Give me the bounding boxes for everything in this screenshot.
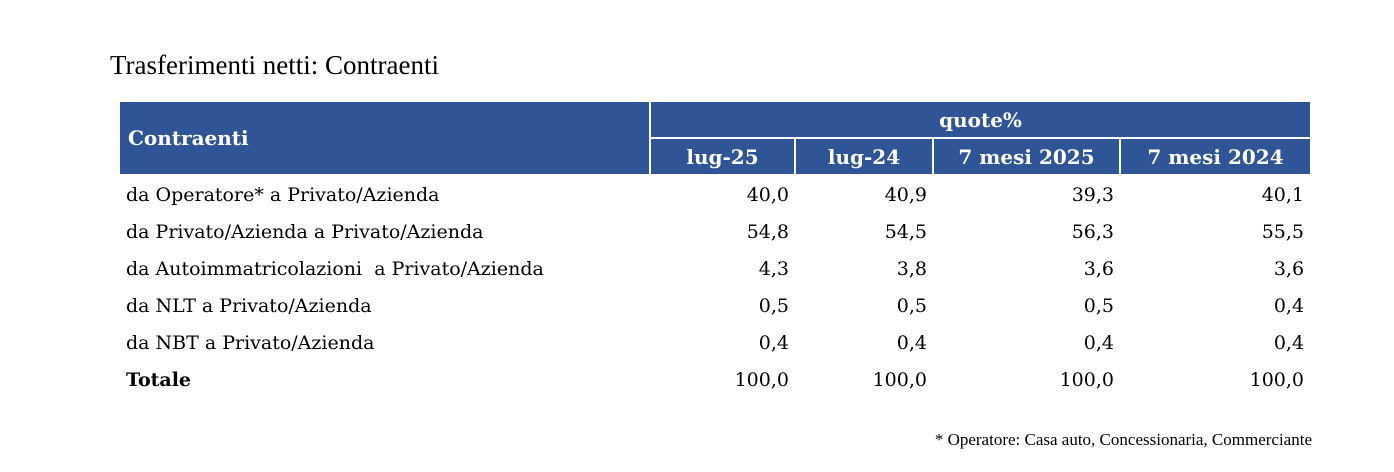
row: da NBT a Privato/Azienda 0,4 0,4 0,4 0,4 (120, 324, 1310, 361)
cell: 0,5 (896, 294, 927, 317)
header-group: quote% (648, 102, 1311, 139)
row: da NLT a Privato/Azienda 0,5 0,5 0,5 0,4 (120, 287, 1310, 324)
cell: 40,9 (884, 183, 927, 206)
row: da Operatore* a Privato/Azienda 40,0 40,9 3… (120, 175, 1310, 213)
cell: 0,5 (1083, 294, 1114, 317)
row-label: da NLT a Privato/Azienda (126, 294, 372, 317)
column-header: lug-25 (649, 138, 796, 176)
cell: 0,4 (758, 331, 789, 354)
cell: 54,5 (884, 220, 927, 243)
cell: 39,3 (1071, 183, 1114, 206)
cell: 4,3 (758, 257, 789, 280)
column-header: lug-24 (794, 138, 934, 176)
cell: 0,4 (1273, 294, 1305, 317)
cell: 3,6 (1083, 257, 1114, 280)
cell: 0,5 (758, 294, 789, 317)
cell: 40,0 (746, 183, 789, 206)
table: Contraenti quote% lug-25 lug-24 7 mesi 202… (120, 102, 1311, 398)
row-label: da Autoimmatricolazioni a Privato/Aziend… (126, 257, 544, 280)
column-header: 7 mesi 2025 (932, 138, 1121, 176)
table-body: da Operatore* a Privato/Azienda 40,0 40,9 3… (120, 175, 1310, 398)
column-header: 7 mesi 2024 (1118, 138, 1311, 176)
row-label: da Operatore* a Privato/Azienda (126, 183, 440, 206)
row-label: da NBT a Privato/Azienda (126, 331, 375, 354)
cell: 3,8 (896, 257, 927, 280)
header-columns: lug-25 lug-24 7 mesi 2025 7 mesi 2024 (120, 138, 1311, 176)
cell: 56,3 (1071, 220, 1114, 243)
cell: 54,8 (746, 220, 789, 243)
cell: 100,0 (1059, 368, 1114, 391)
cell: 0,4 (1273, 331, 1305, 354)
row: da Autoimmatricolazioni a Privato/Aziend… (120, 250, 1310, 287)
cell: 40,1 (1261, 183, 1305, 206)
title: Trasferimenti netti: Contraenti (110, 50, 439, 80)
cell: 0,4 (1083, 331, 1114, 354)
row-label: da Privato/Azienda a Privato/Azienda (126, 220, 484, 243)
header-label: Contraenti (120, 102, 651, 176)
row-label: Totale (126, 368, 192, 391)
row: Totale 100,0 100,0 100,0 100,0 (120, 361, 1310, 398)
cell: 55,5 (1261, 220, 1305, 243)
row: da Privato/Azienda a Privato/Azienda 54,8… (120, 213, 1310, 250)
cell: 100,0 (872, 368, 927, 391)
footnote: * Operatore: Casa auto, Concessionaria, … (934, 430, 1312, 449)
cell: 100,0 (1249, 368, 1305, 391)
cell: 3,6 (1273, 257, 1305, 280)
cell: 0,4 (896, 331, 927, 354)
cell: 100,0 (734, 368, 789, 391)
